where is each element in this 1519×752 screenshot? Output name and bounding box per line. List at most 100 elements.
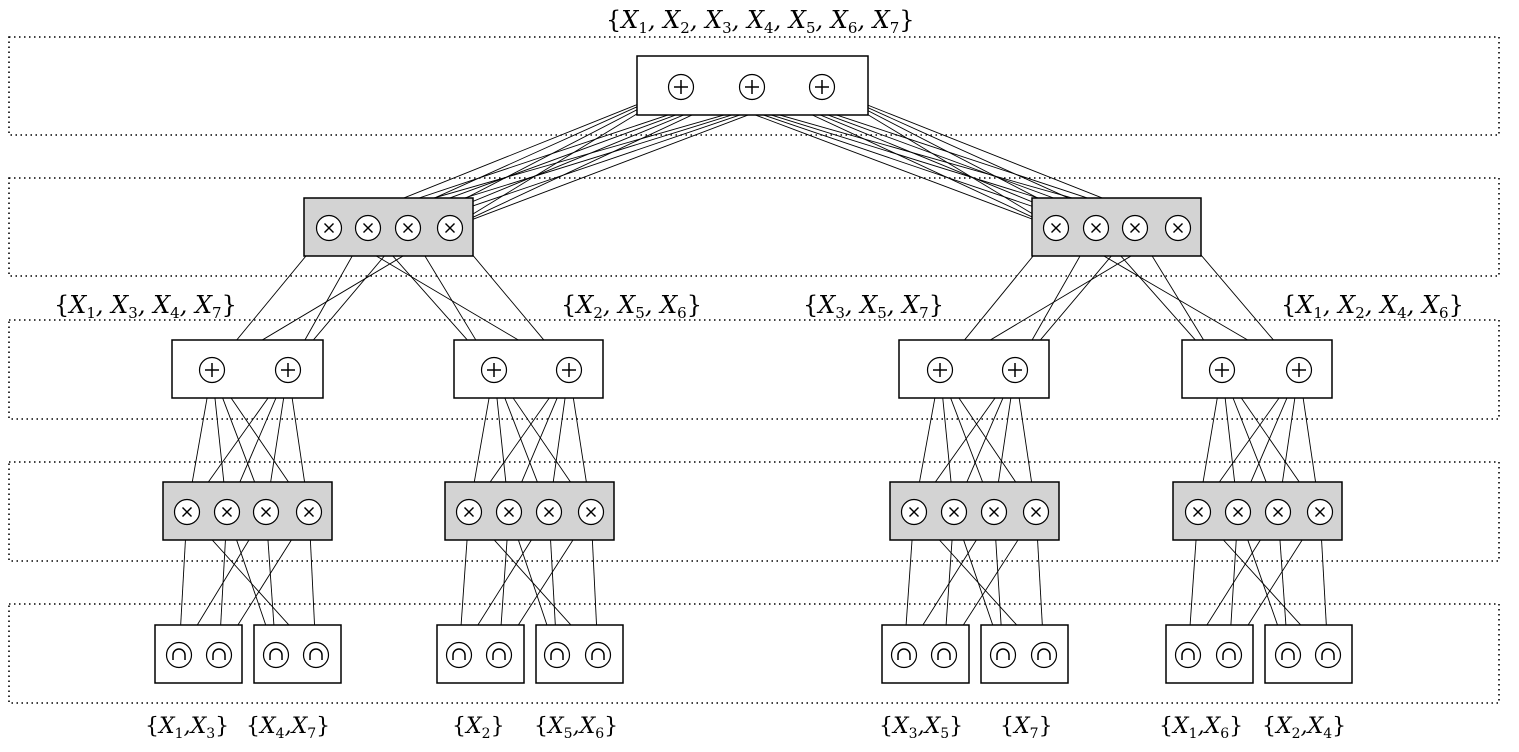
edge (914, 382, 939, 500)
edge (921, 379, 1009, 502)
layer-frame-1 (8, 36, 1500, 136)
sum-node (198, 356, 226, 384)
layer-frame-4 (8, 461, 1500, 562)
leaf-distribution-node (930, 641, 958, 669)
edge (414, 238, 488, 360)
edge (1205, 379, 1293, 502)
scope-label-b: {X2, X5, X6} (561, 291, 702, 322)
edge (505, 522, 585, 645)
edge (294, 238, 363, 360)
edge (1278, 524, 1291, 643)
edge (512, 523, 554, 644)
scope-label-d: {X1, X2, X4, X6} (1281, 291, 1464, 322)
edge (465, 522, 543, 645)
leaf-distribution-node (445, 641, 473, 669)
edge (548, 382, 568, 500)
leaf-distribution-node (1274, 641, 1302, 669)
product-node (1022, 498, 1050, 526)
edge (231, 381, 284, 501)
leaf-distribution-node (584, 641, 612, 669)
product-node (535, 498, 563, 526)
sum-node (738, 73, 766, 101)
sum-node (667, 73, 695, 101)
leaf-label-a2: {X4,X7} (246, 714, 331, 742)
sum-node (274, 356, 302, 384)
edge (494, 382, 511, 500)
product-node (1224, 498, 1252, 526)
leaf-label-b1: {X2} (452, 714, 505, 742)
product-node (1264, 498, 1292, 526)
edge (993, 382, 1014, 500)
edge (950, 522, 1030, 645)
edge (1300, 382, 1321, 500)
product-node (295, 498, 323, 526)
edge (218, 380, 302, 502)
edge (1197, 382, 1221, 500)
leaf-label-d1: {X1,X6} (1159, 714, 1244, 742)
edge (476, 379, 563, 502)
edge (910, 522, 988, 645)
edge (194, 379, 282, 502)
edge (1242, 381, 1295, 501)
edge (570, 382, 592, 500)
edge (1277, 382, 1298, 500)
edge (468, 382, 493, 500)
leaf-distribution-node (543, 641, 571, 669)
root-scope-label: {X1, X2, X3, X4, X5, X6, X7} (606, 6, 915, 37)
product-node (315, 214, 343, 242)
sum-node (1208, 356, 1236, 384)
product-node (394, 214, 422, 242)
edge (289, 382, 310, 500)
product-node (940, 498, 968, 526)
edge (1222, 382, 1240, 500)
edge (460, 93, 671, 222)
edge (1235, 522, 1314, 645)
edge (994, 524, 1006, 643)
leaf-distribution-node (205, 641, 233, 669)
edge (498, 381, 545, 501)
edge (176, 524, 187, 643)
product-node (252, 498, 280, 526)
edge (186, 382, 211, 500)
product-node (980, 498, 1008, 526)
leaf-distribution-node (485, 641, 513, 669)
edge (225, 522, 303, 645)
layer-frame-5 (8, 603, 1500, 704)
edge (591, 524, 601, 643)
layer-frame-2 (8, 177, 1500, 277)
edge (309, 524, 319, 643)
edge (1141, 238, 1216, 360)
leaf-distribution-node (989, 641, 1017, 669)
product-node (1164, 214, 1192, 242)
product-node (1184, 498, 1212, 526)
edge (513, 381, 565, 501)
product-node (173, 498, 201, 526)
edge (266, 524, 279, 643)
sum-node (808, 73, 836, 101)
edge (1021, 238, 1091, 360)
product-node (1042, 214, 1070, 242)
edge (940, 382, 956, 500)
edge (456, 524, 469, 643)
leaf-label-d2: {X2,X4} (1262, 714, 1347, 742)
leaf-distribution-node (1314, 641, 1342, 669)
product-node (1121, 214, 1149, 242)
edge (549, 524, 560, 643)
edge (958, 381, 1011, 501)
edge (185, 522, 260, 645)
leaf-label-b2: {X5,X6} (534, 714, 619, 742)
sum-node (1001, 356, 1029, 384)
sum-node (926, 356, 954, 384)
leaf-distribution-node (262, 641, 290, 669)
sum-node (480, 356, 508, 384)
product-node (1306, 498, 1334, 526)
product-node (213, 498, 241, 526)
edge (265, 382, 287, 500)
edge (1226, 381, 1274, 501)
edge (944, 381, 990, 501)
leaf-label-a1: {X1,X3} (145, 714, 230, 742)
leaf-distribution-node (1215, 641, 1243, 669)
product-node (495, 498, 523, 526)
leaf-label-c2: {X7} (1000, 714, 1053, 742)
